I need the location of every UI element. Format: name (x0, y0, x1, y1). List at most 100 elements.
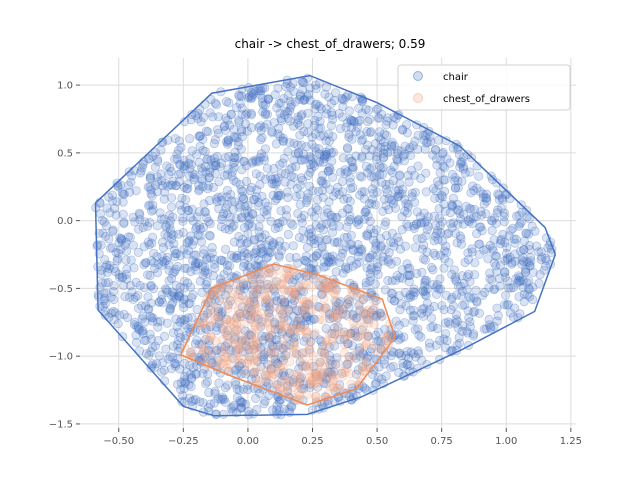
point-chair (306, 164, 316, 174)
point-chair (319, 249, 330, 259)
point-chair (463, 248, 473, 258)
point-chair (381, 179, 391, 190)
point-chest-of-drawers (267, 280, 277, 290)
point-chair (303, 170, 313, 181)
point-chair (310, 104, 320, 114)
point-chair (507, 259, 517, 269)
point-chair (209, 138, 219, 149)
point-chest-of-drawers (208, 307, 218, 317)
point-chest-of-drawers (369, 319, 379, 329)
point-chair (93, 240, 103, 250)
point-chair (478, 192, 488, 202)
point-chair (498, 229, 508, 240)
point-chair (257, 317, 267, 327)
point-chair (434, 284, 444, 294)
point-chair (458, 219, 469, 229)
point-chair (366, 127, 376, 137)
point-chair (141, 349, 152, 359)
point-chest-of-drawers (300, 360, 310, 370)
point-chair (125, 232, 135, 242)
point-chest-of-drawers (265, 324, 276, 334)
point-chair (295, 190, 305, 200)
point-chair (303, 127, 313, 137)
point-chair (311, 203, 321, 213)
point-chair (327, 114, 338, 125)
point-chair (250, 299, 260, 309)
point-chair (190, 261, 200, 272)
point-chair (179, 161, 189, 171)
point-chair (160, 178, 170, 188)
point-chair (186, 115, 196, 125)
point-chair (236, 311, 246, 322)
point-chair (392, 270, 402, 281)
point-chair (261, 253, 271, 263)
point-chair (420, 144, 430, 154)
point-chair (138, 329, 148, 339)
point-chair (234, 90, 244, 100)
point-chair (364, 105, 374, 115)
point-chair (515, 275, 526, 285)
point-chair (298, 77, 308, 87)
point-chair (311, 84, 321, 94)
point-chair (347, 134, 357, 144)
point-chair (323, 166, 333, 176)
point-chair (373, 372, 383, 382)
point-chair (381, 130, 392, 140)
point-chair (152, 187, 162, 197)
point-chair (469, 293, 479, 303)
point-chair (419, 135, 429, 145)
point-chair (337, 208, 348, 218)
point-chair (254, 222, 264, 232)
point-chair (338, 268, 348, 278)
point-chair (183, 313, 193, 323)
point-chest-of-drawers (329, 374, 339, 384)
point-chair (248, 409, 258, 419)
point-chest-of-drawers (291, 345, 301, 355)
point-chair (367, 194, 377, 204)
point-chair (216, 347, 226, 357)
point-chair (375, 309, 385, 319)
point-chair (276, 246, 287, 256)
point-chest-of-drawers (234, 296, 244, 306)
point-chair (203, 369, 213, 379)
point-chair (502, 242, 512, 252)
point-chest-of-drawers (250, 301, 260, 311)
point-chair (133, 224, 144, 234)
point-chair (414, 330, 424, 340)
point-chair (120, 240, 130, 250)
point-chair (311, 372, 322, 382)
point-chair (259, 355, 269, 365)
point-chair (205, 167, 215, 177)
point-chest-of-drawers (330, 283, 340, 293)
point-chair (481, 193, 491, 203)
point-chest-of-drawers (344, 354, 354, 365)
point-chair (98, 301, 108, 312)
point-chair (469, 204, 479, 215)
point-chair (203, 402, 214, 413)
point-chair (518, 253, 528, 263)
point-chair (177, 397, 187, 407)
point-chair (295, 90, 305, 100)
point-chair (189, 395, 199, 405)
point-chair (357, 153, 367, 163)
point-chair (485, 322, 495, 332)
point-chair (331, 301, 341, 311)
point-chair (267, 340, 278, 351)
point-chair (462, 272, 472, 282)
point-chair (204, 195, 214, 206)
point-chest-of-drawers (288, 369, 299, 379)
point-chair (131, 337, 141, 347)
point-chest-of-drawers (260, 268, 270, 278)
point-chair (183, 278, 193, 288)
point-chair (146, 185, 156, 195)
point-chair (183, 179, 193, 189)
point-chair (229, 252, 239, 263)
point-chair (321, 109, 331, 119)
point-chair (236, 369, 246, 379)
point-chair (153, 259, 164, 269)
point-chest-of-drawers (288, 325, 298, 335)
point-chair (211, 157, 221, 168)
point-chair (365, 216, 375, 226)
point-chair (483, 254, 493, 264)
point-chair (317, 370, 328, 380)
